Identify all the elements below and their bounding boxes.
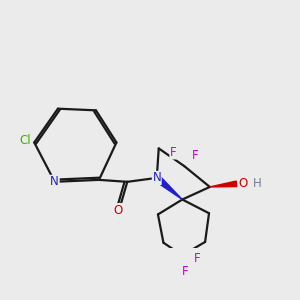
Text: N: N: [152, 171, 161, 184]
Text: O: O: [238, 176, 248, 190]
Polygon shape: [210, 181, 237, 187]
Text: F: F: [194, 252, 201, 265]
Text: Cl: Cl: [20, 134, 32, 147]
Text: H: H: [253, 176, 261, 190]
Text: F: F: [170, 146, 177, 159]
Text: F: F: [182, 265, 189, 278]
Text: O: O: [114, 204, 123, 217]
Polygon shape: [154, 175, 182, 200]
Text: N: N: [50, 175, 59, 188]
Text: F: F: [192, 148, 199, 162]
